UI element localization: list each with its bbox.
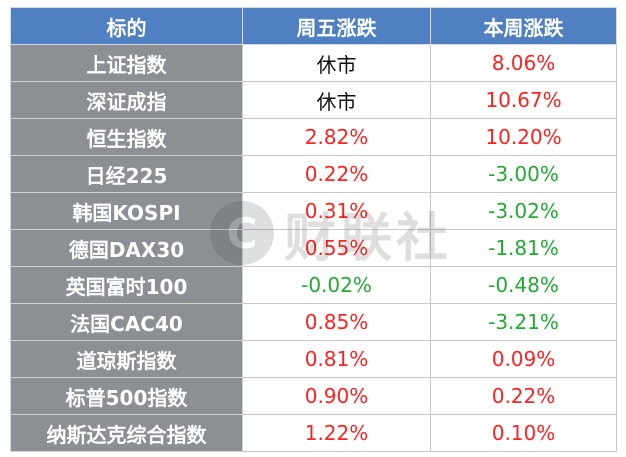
header-row: 标的 周五涨跌 本周涨跌 [10, 7, 617, 45]
friday-change: 0.85% [242, 303, 431, 341]
table-row: 标普500指数 0.90% 0.22% [10, 377, 617, 415]
friday-change: 1.22% [242, 414, 431, 452]
weekly-change: 0.09% [430, 340, 617, 378]
table-row: 深证成指 休市 10.67% [10, 81, 617, 119]
header-friday-change: 周五涨跌 [242, 7, 431, 45]
weekly-change: -0.48% [430, 266, 617, 304]
friday-change: 0.81% [242, 340, 431, 378]
weekly-change: 10.67% [430, 81, 617, 119]
header-weekly-change: 本周涨跌 [430, 7, 617, 45]
table-row: 德国DAX30 0.55% -1.81% [10, 229, 617, 267]
friday-change: 0.90% [242, 377, 431, 415]
instrument-name: 日经225 [10, 155, 243, 193]
instrument-name: 韩国KOSPI [10, 192, 243, 230]
friday-change: 0.22% [242, 155, 431, 193]
instrument-name: 德国DAX30 [10, 229, 243, 267]
table-row: 英国富时100 -0.02% -0.48% [10, 266, 617, 304]
table-row: 法国CAC40 0.85% -3.21% [10, 303, 617, 341]
table-row: 道琼斯指数 0.81% 0.09% [10, 340, 617, 378]
table-row: 上证指数 休市 8.06% [10, 44, 617, 82]
friday-change: 0.55% [242, 229, 431, 267]
instrument-name: 上证指数 [10, 44, 243, 82]
friday-change: 休市 [242, 44, 431, 82]
instrument-name: 纳斯达克综合指数 [10, 414, 243, 452]
table-row: 韩国KOSPI 0.31% -3.02% [10, 192, 617, 230]
friday-change: -0.02% [242, 266, 431, 304]
table-row: 纳斯达克综合指数 1.22% 0.10% [10, 414, 617, 452]
weekly-change: -3.21% [430, 303, 617, 341]
instrument-name: 法国CAC40 [10, 303, 243, 341]
instrument-name: 恒生指数 [10, 118, 243, 156]
friday-change: 0.31% [242, 192, 431, 230]
market-performance-table: 标的 周五涨跌 本周涨跌 上证指数 休市 8.06% 深证成指 休市 10.67… [10, 7, 617, 452]
weekly-change: 0.22% [430, 377, 617, 415]
table-row: 日经225 0.22% -3.00% [10, 155, 617, 193]
table-row: 恒生指数 2.82% 10.20% [10, 118, 617, 156]
instrument-name: 深证成指 [10, 81, 243, 119]
table-body: 上证指数 休市 8.06% 深证成指 休市 10.67% 恒生指数 2.82% … [10, 44, 617, 452]
weekly-change: -3.00% [430, 155, 617, 193]
instrument-name: 道琼斯指数 [10, 340, 243, 378]
weekly-change: 8.06% [430, 44, 617, 82]
instrument-name: 英国富时100 [10, 266, 243, 304]
market-table-container: 标的 周五涨跌 本周涨跌 上证指数 休市 8.06% 深证成指 休市 10.67… [10, 7, 617, 452]
friday-change: 休市 [242, 81, 431, 119]
instrument-name: 标普500指数 [10, 377, 243, 415]
friday-change: 2.82% [242, 118, 431, 156]
weekly-change: -1.81% [430, 229, 617, 267]
weekly-change: 10.20% [430, 118, 617, 156]
table-header: 标的 周五涨跌 本周涨跌 [10, 7, 617, 45]
weekly-change: -3.02% [430, 192, 617, 230]
header-instrument: 标的 [10, 7, 243, 45]
weekly-change: 0.10% [430, 414, 617, 452]
